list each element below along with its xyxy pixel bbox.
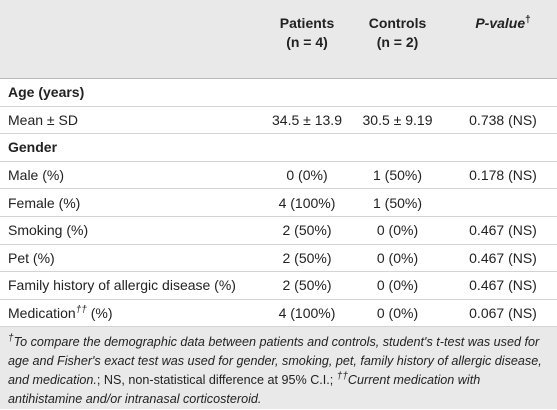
data-row: Family history of allergic disease (%) 2 … (0, 271, 557, 300)
data-row: Male (%) 0 (0%) 1 (50%) 0.178 (NS) (0, 161, 557, 190)
cell: 0.178 (NS) (449, 161, 557, 190)
col-header: Controls (n = 2) (346, 0, 449, 79)
row-label-text: Pet (%) (8, 249, 55, 266)
section-label: Age (years) (0, 78, 557, 107)
demographics-table: Patients (n = 4) Controls (n = 2) P-value†… (0, 0, 557, 328)
row-label-text: Smoking (%) (8, 222, 89, 239)
footnote-mark: †† (336, 371, 348, 383)
cell: 0 (0%) (346, 216, 449, 245)
row-label: Medication†† (%) (0, 299, 268, 328)
data-row: Smoking (%) 2 (50%) 0 (0%) 0.467 (NS) (0, 216, 557, 245)
row-label-text: Mean ± SD (8, 111, 78, 128)
footnote: †To compare the demographic data between… (0, 327, 557, 410)
row-label-text: Family history of allergic disease (%) (8, 277, 236, 294)
cell: 0.738 (NS) (449, 106, 557, 135)
data-row: Medication†† (%) 4 (100%) 0 (0%) 0.067 (NS) (0, 299, 557, 328)
cell: 4 (100%) (268, 188, 346, 217)
row-label: Pet (%) (0, 244, 268, 273)
cell: 0.067 (NS) (449, 299, 557, 328)
section-label: Gender (0, 133, 557, 162)
section-row: Gender (0, 133, 557, 162)
data-row: Mean ± SD 34.5 ± 13.9 30.5 ± 9.19 0.738 (NS… (0, 106, 557, 135)
row-label-text: Female (%) (8, 194, 81, 211)
col-title: P-value (475, 15, 526, 31)
cell: 0 (0%) (268, 161, 346, 190)
section-row: Age (years) (0, 78, 557, 107)
col-header: P-value† (449, 0, 557, 79)
cell: 2 (50%) (268, 271, 346, 300)
footnote-text: To compare the demographic data between … (8, 335, 542, 388)
row-label: Family history of allergic disease (%) (0, 271, 268, 300)
cell: 0.467 (NS) (449, 244, 557, 273)
col-sub: (n = 2) (376, 34, 419, 50)
footnote-text: Current medication with antihistamine an… (8, 373, 481, 407)
cell: 0.467 (NS) (449, 216, 557, 245)
cell: 4 (100%) (268, 299, 346, 328)
cell (449, 188, 557, 217)
footnote-mark: † (525, 14, 531, 26)
col-sub: (n = 4) (286, 34, 328, 50)
footnote-mark: † (8, 333, 14, 345)
cell: 2 (50%) (268, 216, 346, 245)
row-label: Female (%) (0, 188, 268, 217)
cell: 1 (50%) (346, 161, 449, 190)
col-header: Patients (n = 4) (268, 0, 346, 79)
cell: 34.5 ± 13.9 (268, 106, 346, 135)
cell: 0 (0%) (346, 299, 449, 328)
cell: 1 (50%) (346, 188, 449, 217)
cell: 0.467 (NS) (449, 271, 557, 300)
footnote-text: ; NS, non-statistical difference at 95% … (96, 373, 337, 388)
row-label-text: Medication (8, 305, 76, 322)
footnote-mark: †† (75, 304, 87, 316)
cell: 2 (50%) (268, 244, 346, 273)
cell: 0 (0%) (346, 271, 449, 300)
row-label-unit: (%) (86, 305, 113, 322)
table-body: Age (years) Mean ± SD 34.5 ± 13.9 30.5 ± 9.… (0, 78, 557, 328)
row-label: Mean ± SD (0, 106, 268, 135)
corner (0, 0, 268, 79)
row-label: Smoking (%) (0, 216, 268, 245)
data-row: Pet (%) 2 (50%) 0 (0%) 0.467 (NS) (0, 244, 557, 273)
data-row: Female (%) 4 (100%) 1 (50%) (0, 188, 557, 217)
cell: 30.5 ± 9.19 (346, 106, 449, 135)
cell: 0 (0%) (346, 244, 449, 273)
col-title: Controls (368, 15, 427, 31)
col-title: Patients (279, 15, 335, 31)
header-row: Patients (n = 4) Controls (n = 2) P-value† (0, 0, 557, 79)
row-label-text: Male (%) (8, 167, 65, 184)
row-label: Male (%) (0, 161, 268, 190)
